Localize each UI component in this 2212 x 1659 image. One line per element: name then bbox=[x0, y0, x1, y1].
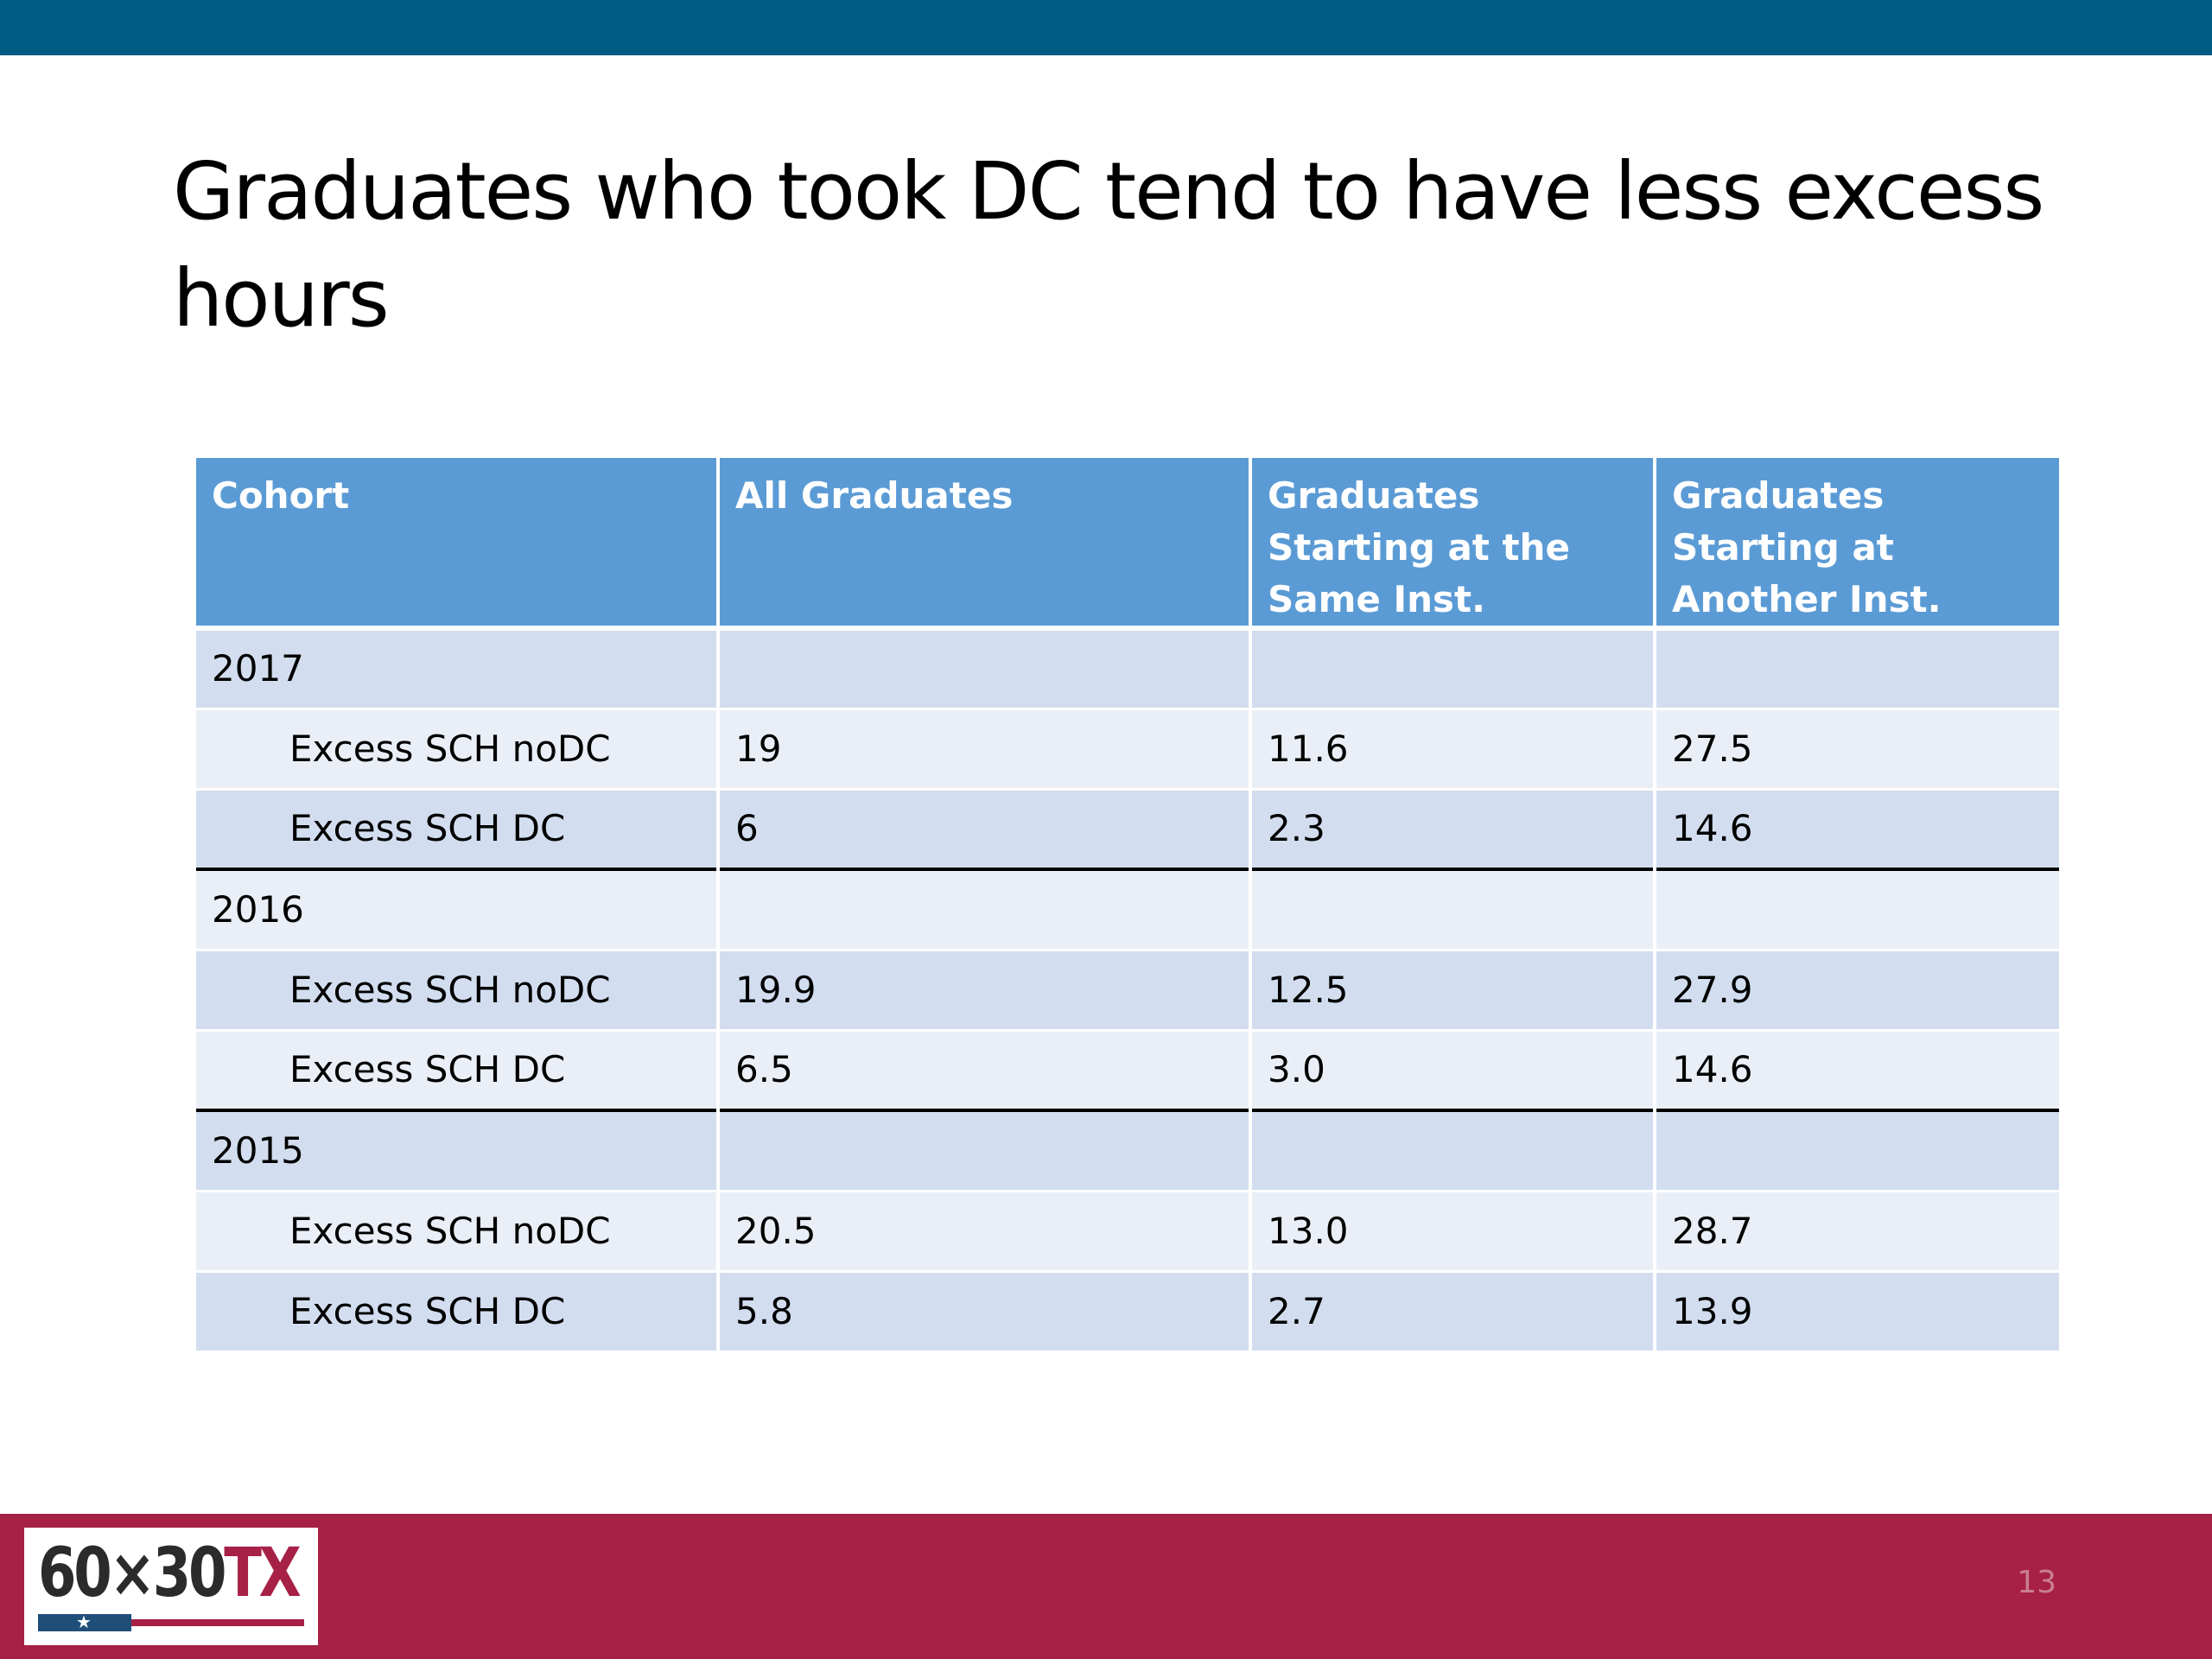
table-cell: 19 bbox=[718, 709, 1252, 791]
table-cell: 20.5 bbox=[718, 1191, 1252, 1273]
excess-hours-table: Cohort All Graduates Graduates Starting … bbox=[196, 458, 2059, 1353]
logo-stripe-blue bbox=[38, 1614, 131, 1631]
table-cell: 6 bbox=[718, 789, 1252, 871]
table-cell bbox=[1250, 628, 1656, 710]
table-cell: 14.6 bbox=[1655, 1030, 2059, 1112]
table-row: Excess SCH noDC 19.9 12.5 27.9 bbox=[196, 950, 2059, 1032]
logo-text-accent: TX bbox=[224, 1535, 302, 1612]
cohort-year: 2017 bbox=[196, 628, 720, 710]
top-banner bbox=[0, 0, 2212, 55]
header-cohort: Cohort bbox=[196, 458, 720, 631]
table-row-cohort: 2017 bbox=[196, 628, 2059, 710]
table-cell: 2.7 bbox=[1250, 1271, 1656, 1353]
table-cell bbox=[1250, 868, 1656, 951]
cohort-year: 2016 bbox=[196, 868, 720, 951]
table-cell bbox=[1655, 1109, 2059, 1192]
cohort-year: 2015 bbox=[196, 1109, 720, 1192]
table-cell: 13.9 bbox=[1655, 1271, 2059, 1353]
slide-title: Graduates who took DC tend to have less … bbox=[173, 145, 2044, 345]
table-cell: 13.0 bbox=[1250, 1191, 1656, 1273]
table-row: Excess SCH DC 6.5 3.0 14.6 bbox=[196, 1030, 2059, 1112]
table-cell: 28.7 bbox=[1655, 1191, 2059, 1273]
table-cell: 5.8 bbox=[718, 1271, 1252, 1353]
table-row-cohort: 2016 bbox=[196, 868, 2059, 951]
table-row-cohort: 2015 bbox=[196, 1109, 2059, 1192]
logo: 60×30TX ★ bbox=[24, 1528, 318, 1645]
header-all-graduates: All Graduates bbox=[718, 458, 1252, 631]
table-cell bbox=[1655, 868, 2059, 951]
header-same-inst: Graduates Starting at the Same Inst. bbox=[1250, 458, 1656, 631]
table-row: Excess SCH DC 5.8 2.7 13.9 bbox=[196, 1271, 2059, 1353]
row-label: Excess SCH noDC bbox=[196, 950, 720, 1032]
logo-text-main: 60×30 bbox=[38, 1535, 226, 1612]
table-cell: 12.5 bbox=[1250, 950, 1656, 1032]
star-icon: ★ bbox=[76, 1611, 92, 1632]
footer-banner bbox=[0, 1514, 2212, 1659]
table-cell: 6.5 bbox=[718, 1030, 1252, 1112]
row-label: Excess SCH DC bbox=[196, 1030, 720, 1112]
page-number: 13 bbox=[2017, 1565, 2056, 1600]
table-cell bbox=[1655, 628, 2059, 710]
table-row: Excess SCH noDC 20.5 13.0 28.7 bbox=[196, 1191, 2059, 1273]
header-another-inst: Graduates Starting at Another Inst. bbox=[1655, 458, 2059, 631]
table-cell bbox=[718, 628, 1252, 710]
table-header-row: Cohort All Graduates Graduates Starting … bbox=[196, 458, 2059, 631]
table-cell bbox=[1250, 1109, 1656, 1192]
table-cell bbox=[718, 868, 1252, 951]
row-label: Excess SCH DC bbox=[196, 789, 720, 871]
table-cell: 14.6 bbox=[1655, 789, 2059, 871]
table-row: Excess SCH noDC 19 11.6 27.5 bbox=[196, 709, 2059, 791]
table-cell: 2.3 bbox=[1250, 789, 1656, 871]
table-row: Excess SCH DC 6 2.3 14.6 bbox=[196, 789, 2059, 871]
table-cell bbox=[718, 1109, 1252, 1192]
row-label: Excess SCH noDC bbox=[196, 1191, 720, 1273]
table-cell: 11.6 bbox=[1250, 709, 1656, 791]
table-cell: 19.9 bbox=[718, 950, 1252, 1032]
logo-wordmark: 60×30TX bbox=[38, 1535, 302, 1612]
table-cell: 27.9 bbox=[1655, 950, 2059, 1032]
row-label: Excess SCH noDC bbox=[196, 709, 720, 791]
row-label: Excess SCH DC bbox=[196, 1271, 720, 1353]
table-cell: 27.5 bbox=[1655, 709, 2059, 791]
logo-stripe-red bbox=[131, 1619, 304, 1626]
table-cell: 3.0 bbox=[1250, 1030, 1656, 1112]
